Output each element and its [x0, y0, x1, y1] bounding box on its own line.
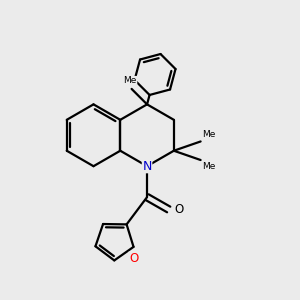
Text: Me: Me [202, 130, 215, 139]
Text: O: O [129, 252, 138, 265]
Text: N: N [142, 160, 152, 173]
Text: O: O [174, 203, 183, 216]
Text: Me: Me [202, 162, 215, 171]
Text: Me: Me [123, 76, 137, 85]
